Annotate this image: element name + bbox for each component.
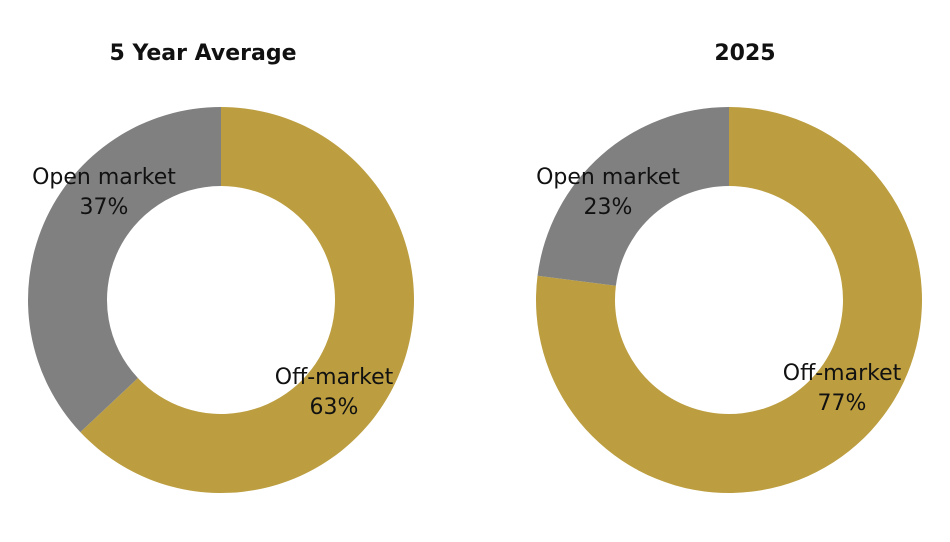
slice-open-market-1 xyxy=(28,107,222,433)
slice-label-off-market-2: Off-market xyxy=(783,361,902,386)
slice-value-open-market-2: 23% xyxy=(584,195,633,220)
donut-chart-1: 5 Year Average Off-market 63% Open marke… xyxy=(28,41,415,494)
slice-off-market-2 xyxy=(536,107,923,493)
chart-2-title: 2025 xyxy=(714,41,775,66)
slice-label-open-market-1: Open market xyxy=(32,165,176,190)
slice-value-open-market-1: 37% xyxy=(80,195,129,220)
donut-chart-2: 2025 Off-market 77% Open market 23% xyxy=(536,41,923,493)
slice-off-market-1 xyxy=(80,107,415,494)
chart-1-title: 5 Year Average xyxy=(109,41,296,66)
slice-label-off-market-1: Off-market xyxy=(275,365,394,390)
slice-open-market-2 xyxy=(537,107,729,286)
slice-label-open-market-2: Open market xyxy=(536,165,680,190)
slice-value-off-market-1: 63% xyxy=(310,395,359,420)
slice-value-off-market-2: 77% xyxy=(818,391,867,416)
